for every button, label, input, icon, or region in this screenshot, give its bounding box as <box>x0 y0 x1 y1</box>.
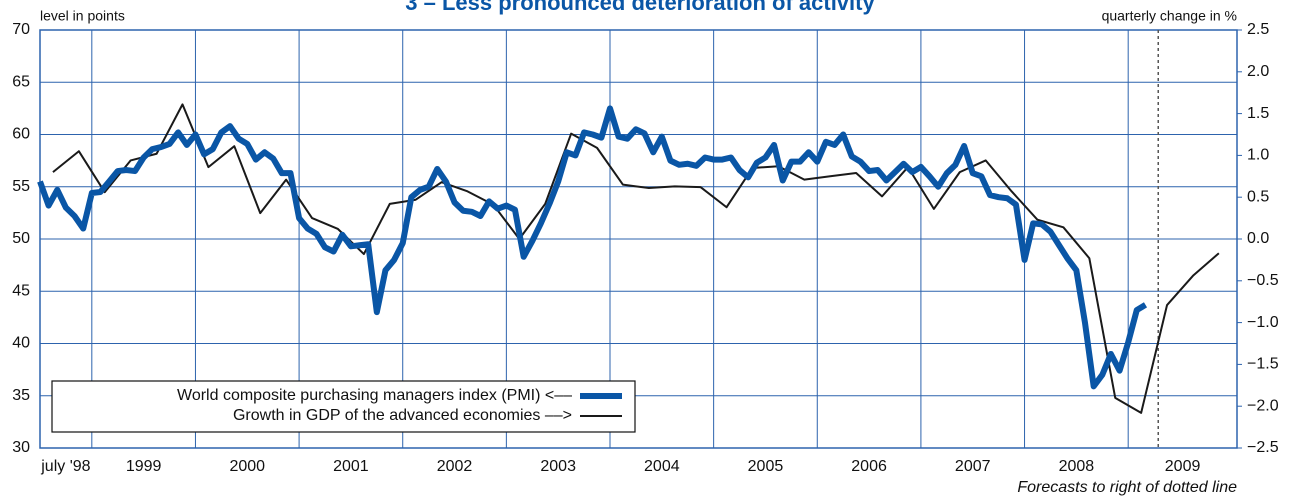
x-tick-label: 2000 <box>229 458 265 475</box>
x-tick-label: 2007 <box>955 458 991 475</box>
series-line <box>52 103 1220 414</box>
y2-tick-label: −0.5 <box>1247 272 1279 289</box>
x-tick-label: 2002 <box>437 458 473 475</box>
y-tick-label: 50 <box>12 230 30 247</box>
legend-label: World composite purchasing managers inde… <box>177 387 572 404</box>
y2-tick-label: 1.0 <box>1247 147 1269 164</box>
x-tick-label: 2003 <box>540 458 576 475</box>
x-tick-label: 1999 <box>126 458 162 475</box>
x-tick-label: 2008 <box>1059 458 1095 475</box>
y-tick-label: 60 <box>12 126 30 143</box>
y-tick-label: 45 <box>12 282 30 299</box>
x-tick-label: 2001 <box>333 458 369 475</box>
y2-axis-label: quarterly change in % <box>1102 8 1237 24</box>
x-tick-label: 2009 <box>1165 458 1201 475</box>
y-tick-label: 40 <box>12 335 30 352</box>
y2-tick-label: 2.5 <box>1247 21 1269 38</box>
y2-tick-label: 0.5 <box>1247 188 1269 205</box>
series-line <box>37 105 1148 390</box>
plot-frame <box>39 29 1238 449</box>
y-tick-label: 30 <box>12 439 30 456</box>
legend-box <box>51 380 636 433</box>
chart-title: 3 – Less pronounced deterioration of act… <box>405 0 875 15</box>
y-tick-label: 65 <box>12 73 30 90</box>
y2-tick-label: 0.0 <box>1247 230 1269 247</box>
x-tick-label: 2005 <box>748 458 784 475</box>
y2-tick-label: −2.5 <box>1247 439 1279 456</box>
y2-tick-label: −2.0 <box>1247 397 1279 414</box>
y2-tick-label: −1.5 <box>1247 356 1279 373</box>
y-axis-label: level in points <box>40 8 125 24</box>
x-tick-label: 2006 <box>851 458 887 475</box>
y-tick-label: 55 <box>12 178 30 195</box>
x-tick-label: 2004 <box>644 458 680 475</box>
y-tick-label: 35 <box>12 387 30 404</box>
y2-tick-label: 2.0 <box>1247 63 1269 80</box>
y2-tick-label: −1.0 <box>1247 314 1279 331</box>
legend-label: Growth in GDP of the advanced economies … <box>233 407 572 424</box>
annotation: Forecasts to right of dotted line <box>1017 479 1237 496</box>
x-tick-label: july '98 <box>40 458 90 475</box>
y-tick-label: 70 <box>12 21 30 38</box>
y2-tick-label: 1.5 <box>1247 105 1269 122</box>
